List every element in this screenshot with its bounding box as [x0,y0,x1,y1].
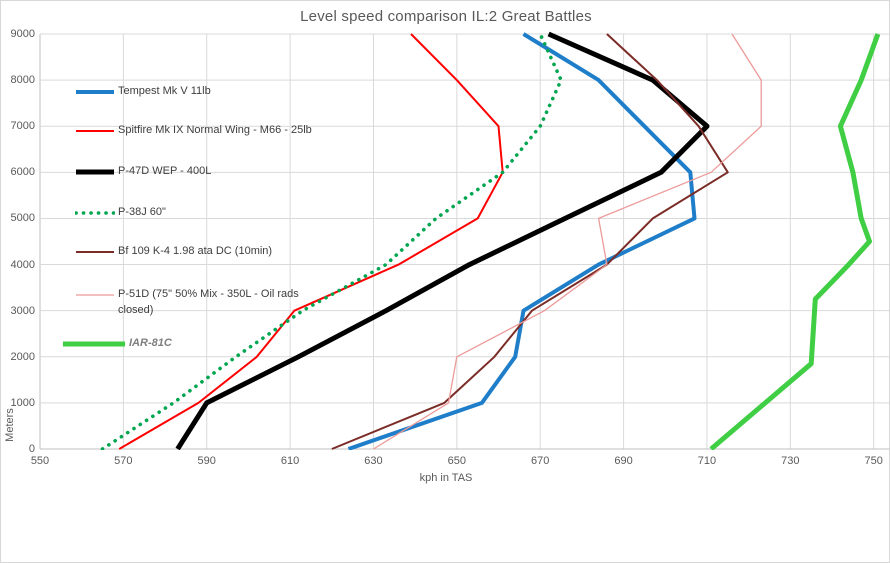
x-tick-610: 610 [280,455,300,467]
y-tick-2000: 2000 [10,350,35,363]
legend-label-p38j: P-38J 60" [118,206,166,218]
chart-title: Level speed comparison IL:2 Great Battle… [300,8,592,25]
series-line-p51d [373,33,762,450]
legend-swatch-p51d [76,294,114,296]
legend-item-iar81c: IAR-81C [62,336,172,352]
y-tick-0: 0 [28,443,35,455]
legend-item-p51d: P-51D (75" 50% Mix - 350L - Oil rads clo… [75,287,336,319]
legend-item-p47d: P-47D WEP - 400L [75,164,211,180]
x-axis-title: kph in TAS [419,472,473,484]
legend-swatch-tempest [76,90,114,94]
y-tick-4000: 4000 [10,258,35,271]
x-tick-630: 630 [364,455,383,467]
legend-swatch-spitfire [76,130,114,132]
legend-swatch-p47d [76,169,114,175]
series-line-bf109 [331,33,729,450]
y-tick-6000: 6000 [10,166,35,179]
legend-item-tempest: Tempest Mk V 11lb [75,84,211,100]
legend-item-p38j: P-38J 60" [75,205,166,221]
x-tick-550: 550 [30,455,50,467]
legend-label-tempest: Tempest Mk V 11lb [118,85,211,97]
legend-label-p47d: P-47D WEP - 400L [118,165,212,177]
x-tick-710: 710 [697,455,717,467]
x-tick-670: 670 [531,455,550,467]
y-tick-1000: 1000 [10,396,35,409]
gridlines [39,33,889,450]
x-tick-750: 750 [864,455,883,467]
y-tick-8000: 8000 [10,74,35,87]
legend-label-bf109: Bf 109 K-4 1.98 ata DC (10min) [118,245,273,257]
y-tick-9000: 9000 [10,28,35,40]
legend-item-bf109: Bf 109 K-4 1.98 ata DC (10min) [75,244,272,260]
series-line-tempest [347,32,697,450]
series-line-spitfire [118,33,504,450]
legend-swatch-p38j [75,211,115,215]
x-tick-690: 690 [614,455,633,467]
legend-label-iar81c: IAR-81C [129,337,172,349]
legend-swatch-iar81c [63,341,125,347]
series-lines [100,31,881,450]
y-tick-3000: 3000 [10,304,35,317]
legend-label-p51d: P-51D (75" 50% Mix - 350L - Oil rads clo… [118,288,299,316]
y-tick-7000: 7000 [10,120,35,133]
x-tick-650: 650 [447,455,467,467]
y-tick-5000: 5000 [10,212,35,225]
series-line-iar81c [709,33,881,450]
legend-item-spitfire: Spitfire Mk IX Normal Wing - M66 - 25lb [75,123,312,139]
x-tick-590: 590 [197,455,216,467]
x-tick-730: 730 [781,455,800,467]
legend-swatch-bf109 [76,251,114,253]
x-tick-570: 570 [114,455,133,467]
series-line-p47d [175,31,710,450]
legend-label-spitfire: Spitfire Mk IX Normal Wing - M66 - 25lb [118,124,312,136]
